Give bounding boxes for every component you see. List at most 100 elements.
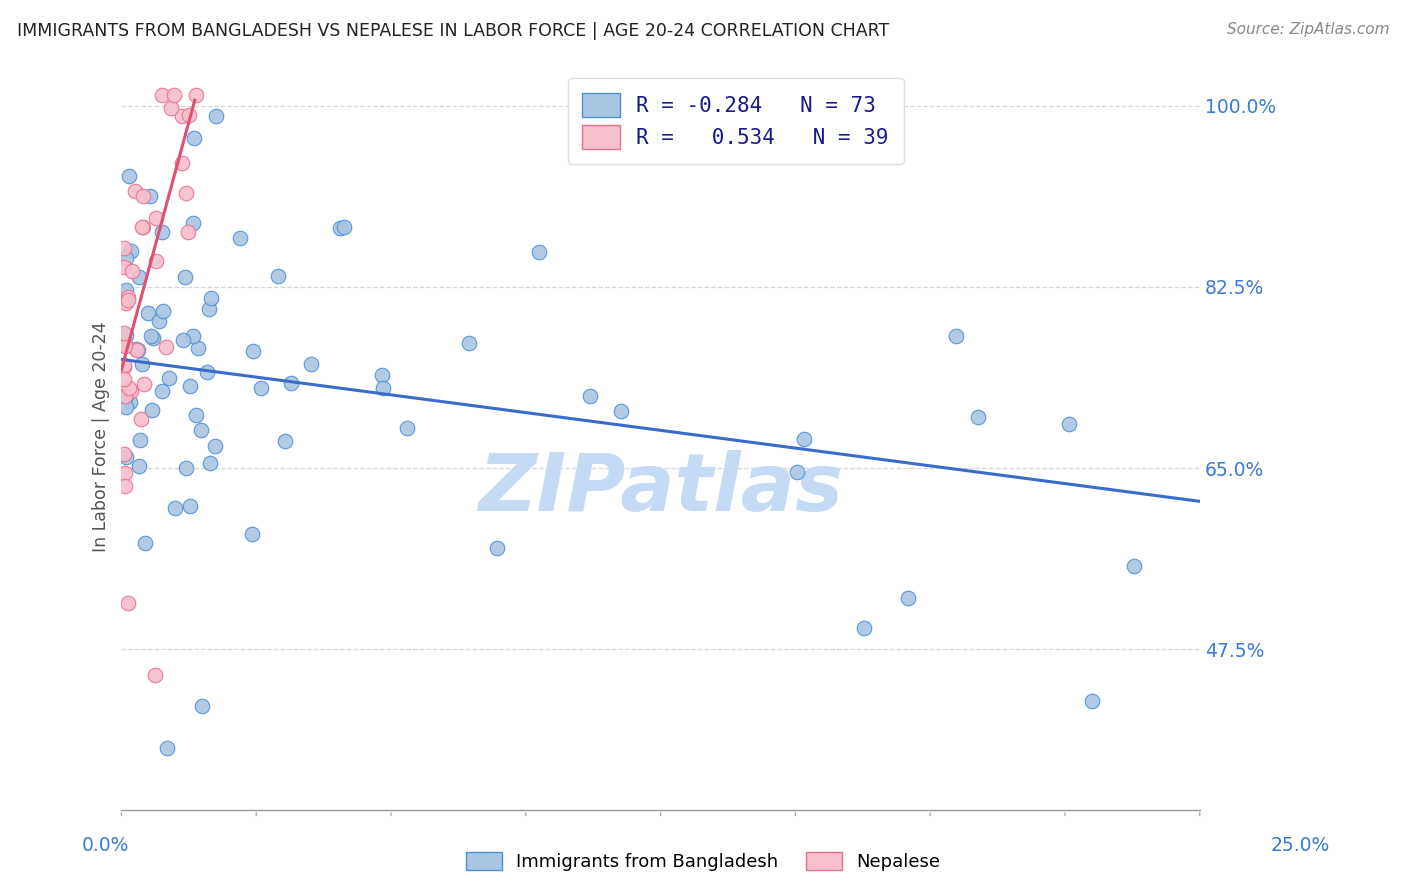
Point xyxy=(114,389,136,403)
Point xyxy=(145,254,167,268)
Point xyxy=(299,358,322,372)
Point xyxy=(115,283,138,297)
Point xyxy=(112,326,135,340)
Point xyxy=(579,389,602,403)
Point xyxy=(150,384,173,398)
Point xyxy=(486,541,509,555)
Point xyxy=(172,334,194,348)
Point xyxy=(183,328,205,343)
Point xyxy=(114,339,136,353)
Point xyxy=(117,596,139,610)
Y-axis label: In Labor Force | Age 20-24: In Labor Force | Age 20-24 xyxy=(93,322,110,552)
Text: IMMIGRANTS FROM BANGLADESH VS NEPALESE IN LABOR FORCE | AGE 20-24 CORRELATION CH: IMMIGRANTS FROM BANGLADESH VS NEPALESE I… xyxy=(17,22,889,40)
Point xyxy=(121,264,143,278)
Point xyxy=(527,244,550,259)
Point xyxy=(1059,417,1081,432)
Point xyxy=(127,343,149,357)
Point xyxy=(142,331,165,345)
Text: 0.0%: 0.0% xyxy=(82,836,129,855)
Point xyxy=(148,314,170,328)
Point xyxy=(371,368,394,382)
Point xyxy=(200,456,222,470)
Point xyxy=(793,433,815,447)
Point xyxy=(176,460,198,475)
Point xyxy=(163,88,186,103)
Point xyxy=(179,378,201,392)
Point xyxy=(163,500,186,515)
Point xyxy=(125,343,148,357)
Point xyxy=(897,591,920,606)
Point xyxy=(124,184,146,198)
Point xyxy=(114,466,136,480)
Point xyxy=(250,381,273,395)
Point xyxy=(128,270,150,285)
Point xyxy=(143,668,166,682)
Point xyxy=(114,337,136,351)
Point xyxy=(329,220,352,235)
Point xyxy=(152,303,174,318)
Point xyxy=(118,381,141,395)
Point xyxy=(114,389,136,403)
Point xyxy=(160,101,183,115)
Point xyxy=(112,372,135,386)
Point xyxy=(240,527,263,541)
Point xyxy=(786,465,808,479)
Point xyxy=(120,384,142,398)
Point xyxy=(139,329,162,343)
Point xyxy=(134,536,156,550)
Point xyxy=(157,371,180,385)
Point xyxy=(131,220,153,235)
Point xyxy=(174,186,197,201)
Point xyxy=(112,359,135,374)
Point xyxy=(112,241,135,255)
Point xyxy=(114,450,136,465)
Text: Source: ZipAtlas.com: Source: ZipAtlas.com xyxy=(1226,22,1389,37)
Point xyxy=(128,433,150,447)
Point xyxy=(195,365,218,379)
Point xyxy=(150,225,173,239)
Point xyxy=(117,293,139,307)
Point xyxy=(118,169,141,183)
Point xyxy=(197,302,219,317)
Legend: R = -0.284   N = 73, R =   0.534   N = 39: R = -0.284 N = 73, R = 0.534 N = 39 xyxy=(568,78,904,164)
Point xyxy=(179,499,201,513)
Point xyxy=(190,423,212,437)
Point xyxy=(181,216,204,230)
Point xyxy=(117,290,139,304)
Point xyxy=(112,358,135,372)
Point xyxy=(852,621,875,635)
Point xyxy=(114,296,136,310)
Point xyxy=(156,740,179,755)
Point xyxy=(242,343,264,358)
Point xyxy=(120,244,142,258)
Point xyxy=(128,458,150,473)
Point xyxy=(132,189,155,203)
Point xyxy=(131,357,153,371)
Point xyxy=(204,440,226,454)
Legend: Immigrants from Bangladesh, Nepalese: Immigrants from Bangladesh, Nepalese xyxy=(458,845,948,879)
Point xyxy=(114,400,136,414)
Point xyxy=(186,409,208,423)
Text: 25.0%: 25.0% xyxy=(1271,836,1330,855)
Point xyxy=(187,341,209,355)
Text: ZIPatlas: ZIPatlas xyxy=(478,450,844,528)
Point xyxy=(395,421,418,435)
Point xyxy=(112,260,135,274)
Point xyxy=(967,410,990,425)
Point xyxy=(183,131,205,145)
Point xyxy=(136,306,159,320)
Point xyxy=(274,434,297,449)
Point xyxy=(1081,694,1104,708)
Point xyxy=(155,340,177,354)
Point xyxy=(150,88,173,103)
Point xyxy=(129,412,152,426)
Point xyxy=(205,109,228,123)
Point xyxy=(141,402,163,417)
Point xyxy=(114,328,136,343)
Point xyxy=(177,225,200,239)
Point xyxy=(124,343,146,357)
Point xyxy=(229,231,252,245)
Point xyxy=(267,268,290,283)
Point xyxy=(132,376,155,391)
Point xyxy=(132,219,155,234)
